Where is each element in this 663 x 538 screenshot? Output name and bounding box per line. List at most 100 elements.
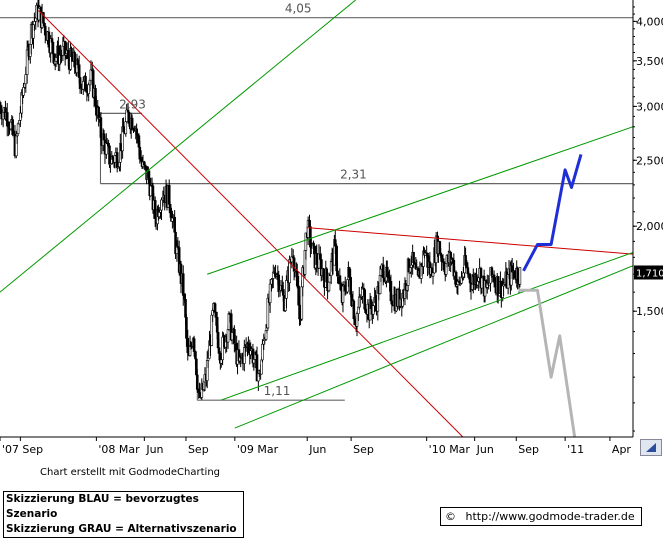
website-link[interactable]: © http://www.godmode-trader.de <box>440 507 642 526</box>
price-candle <box>168 204 172 214</box>
price-candle <box>252 359 256 364</box>
price-candle <box>226 329 230 343</box>
price-candle <box>277 274 281 293</box>
price-candle <box>81 80 85 90</box>
price-candle <box>138 146 142 160</box>
price-candle <box>333 239 337 247</box>
price-candle <box>122 126 125 133</box>
price-candle <box>327 281 331 292</box>
price-candle <box>19 112 22 121</box>
triangle-icon <box>646 443 656 452</box>
price-candle <box>22 87 25 96</box>
x-tick-label: '11 <box>567 443 584 456</box>
x-tick-label: Jun <box>308 443 326 456</box>
price-candle <box>268 283 272 303</box>
price-candle <box>84 76 87 92</box>
level-label: 4,05 <box>285 2 312 16</box>
x-tick-label: '10 Mar <box>429 443 471 456</box>
price-candle <box>298 304 301 320</box>
price-candle <box>371 305 375 315</box>
price-candle <box>181 273 185 296</box>
price-candle <box>195 374 199 390</box>
scroll-corner-button[interactable] <box>640 439 662 456</box>
x-tick-label: Sep <box>22 443 43 456</box>
y-tick-label: 2,000 <box>636 220 663 233</box>
legend-line-blue: Skizzierung BLAU = bevorzugtes Szenario <box>6 493 199 520</box>
price-candle <box>149 185 152 197</box>
price-candle <box>247 343 250 348</box>
copyright-symbol: © <box>445 510 456 523</box>
support-trendline <box>220 251 633 401</box>
price-candle <box>355 313 359 327</box>
price-candle <box>24 74 28 85</box>
website-url: http://www.godmode-trader.de <box>465 510 635 523</box>
x-tick-label: '08 Mar <box>98 443 140 456</box>
y-tick-label: 3,500 <box>636 55 663 68</box>
y-tick-label: 3,000 <box>636 100 663 113</box>
x-tick-label: Sep <box>188 443 209 456</box>
support-trendline <box>0 0 356 293</box>
price-candle <box>312 242 315 247</box>
price-candle <box>304 232 308 251</box>
price-candle <box>37 7 41 21</box>
y-tick-label: 2,500 <box>636 154 663 167</box>
price-candle <box>167 184 171 205</box>
price-candle <box>51 41 55 55</box>
price-candle <box>87 84 90 94</box>
price-candle <box>442 261 446 271</box>
plot-background <box>0 0 633 437</box>
price-candle <box>34 17 38 22</box>
price-candle <box>76 59 80 66</box>
price-candle <box>214 311 218 318</box>
price-candle <box>369 299 373 310</box>
price-candle <box>217 347 221 354</box>
price-candle <box>266 297 270 329</box>
preferred-scenario-path <box>522 153 583 272</box>
price-candle <box>353 318 357 325</box>
level-label: 2,31 <box>340 168 367 182</box>
price-candle <box>111 156 114 160</box>
price-candle <box>16 123 20 134</box>
price-candle <box>206 357 210 361</box>
price-candle <box>147 170 150 179</box>
price-candle <box>157 212 161 217</box>
price-candle <box>219 359 223 364</box>
price-candle <box>185 316 188 339</box>
price-candle <box>431 272 435 277</box>
last-price-label: 1,710 <box>636 268 663 279</box>
price-candle <box>54 57 58 62</box>
x-tick-label: Jun <box>476 443 494 456</box>
price-candle <box>315 253 319 265</box>
price-candle <box>339 283 343 291</box>
price-candle <box>230 332 234 341</box>
price-candle <box>192 338 196 352</box>
price-candle <box>43 25 47 36</box>
price-candle <box>480 277 484 289</box>
price-candle <box>464 255 467 266</box>
resistance-trendline <box>38 10 464 437</box>
chart-credit: Chart erstellt mit GodmodeCharting <box>40 467 220 478</box>
price-candle <box>77 64 81 78</box>
price-candle <box>462 272 465 278</box>
price-candle <box>113 155 117 163</box>
x-tick-label: '09 Mar <box>237 443 279 456</box>
resistance-trendline <box>307 227 633 255</box>
y-tick-label: 1,500 <box>636 305 663 318</box>
level-label: 1,11 <box>264 384 291 398</box>
price-candle <box>295 271 299 287</box>
price-candle <box>33 21 36 26</box>
last-price-tag <box>634 265 663 280</box>
x-tick-label: Jun <box>145 443 163 456</box>
price-candle <box>348 267 351 278</box>
support-trendline <box>207 126 633 275</box>
price-candle <box>386 266 389 278</box>
price-candle <box>328 275 332 283</box>
level-label: 2,93 <box>119 97 146 111</box>
price-candle <box>73 52 76 68</box>
price-candle <box>516 268 519 282</box>
price-candle <box>518 267 522 285</box>
price-candle <box>496 276 500 297</box>
price-candle <box>143 164 147 167</box>
price-candle <box>78 77 82 90</box>
